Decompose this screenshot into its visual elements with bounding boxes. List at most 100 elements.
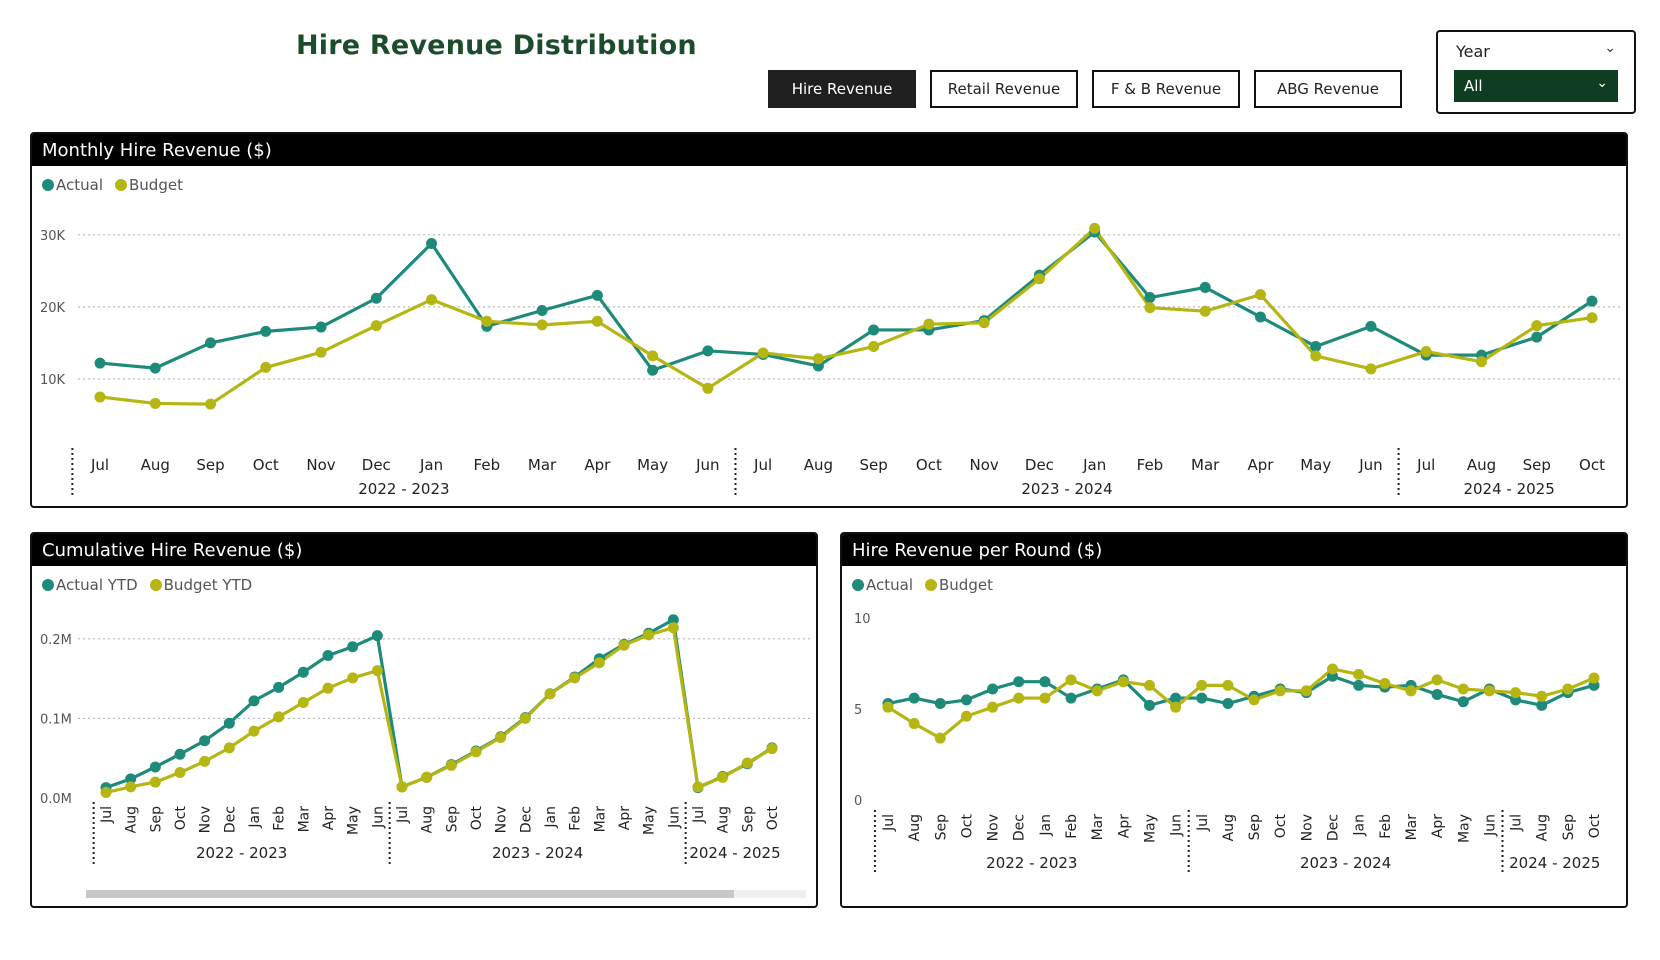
x-tick-label: Sep [148, 806, 164, 833]
data-point [1431, 688, 1443, 700]
x-tick-label: Nov [1299, 814, 1315, 841]
data-point [643, 629, 655, 641]
data-point [260, 361, 272, 373]
x-tick-label: Dec [362, 456, 391, 474]
data-point [315, 346, 327, 358]
year-slicer: Year ⌄ All ⌄ [1436, 30, 1636, 114]
data-point [1586, 295, 1598, 307]
data-point [1536, 690, 1548, 702]
data-point [445, 759, 457, 771]
data-point [1013, 692, 1025, 704]
monthly-hire-revenue-chart: 10K 20K 30K Jul Aug Sep Oct Nov Dec Jan Feb Mar Apr M… [40, 222, 1622, 498]
data-point [667, 622, 679, 634]
data-point [702, 345, 714, 357]
group-label: 2022 - 2023 [358, 480, 449, 498]
data-point [960, 694, 972, 706]
x-tick-label: Oct [469, 806, 485, 831]
data-point [421, 771, 433, 783]
group-label: 2024 - 2025 [1509, 854, 1600, 872]
x-tick-label: Aug [716, 806, 732, 833]
data-point [1091, 685, 1103, 697]
data-point [868, 341, 880, 353]
data-point [371, 630, 383, 642]
x-tick-label: Jan [247, 806, 263, 829]
data-point [692, 781, 704, 793]
data-point [667, 614, 679, 626]
data-point [1431, 674, 1443, 686]
tab-retail-revenue[interactable]: Retail Revenue [930, 70, 1078, 108]
legend-label-actual: Actual [56, 176, 103, 194]
data-point [322, 682, 334, 694]
x-tick-label: Jan [419, 456, 443, 474]
data-point [1144, 302, 1156, 314]
x-tick-label: Jul [395, 806, 411, 824]
chevron-down-icon[interactable]: ⌄ [1604, 40, 1616, 56]
x-tick-label: Aug [1467, 456, 1496, 474]
legend-label-budget: Budget [129, 176, 183, 194]
tab-hire-revenue[interactable]: Hire Revenue [768, 70, 916, 108]
data-point [1365, 320, 1377, 332]
x-tick-label: Nov [494, 806, 510, 833]
year-dropdown[interactable]: All ⌄ [1454, 70, 1618, 102]
data-point [1065, 674, 1077, 686]
data-point [1248, 694, 1260, 706]
x-tick-label: Dec [222, 806, 238, 833]
legend-marker-budget [925, 579, 937, 591]
legend-marker-budget-ytd [149, 579, 162, 591]
y-tick-label: 10 [854, 612, 871, 627]
data-point [1562, 683, 1574, 695]
data-point [987, 701, 999, 713]
data-point [149, 397, 161, 409]
data-point [495, 732, 507, 744]
legend-label-actual-ytd: Actual YTD [56, 576, 138, 594]
x-tick-label: Sep [933, 814, 949, 841]
series-line-budget [99, 226, 1593, 406]
data-point [717, 771, 729, 783]
x-tick-label: Sep [1247, 814, 1263, 841]
data-point [593, 657, 605, 669]
panel-title: Hire Revenue per Round ($) [842, 534, 1626, 566]
data-point [1039, 676, 1051, 688]
data-point [273, 681, 285, 693]
tab-abg-revenue[interactable]: ABG Revenue [1254, 70, 1402, 108]
x-tick-label: Aug [907, 814, 923, 841]
x-tick-label: Jan [1352, 814, 1368, 837]
x-tick-label: Apr [584, 456, 611, 474]
data-point [1586, 312, 1598, 324]
data-point [1199, 281, 1211, 293]
data-point [1327, 663, 1339, 675]
data-point [1117, 676, 1129, 688]
data-point [618, 639, 630, 651]
x-tick-label: Nov [306, 456, 335, 474]
x-tick-label: Feb [474, 456, 501, 474]
x-tick-label: Mar [528, 456, 557, 474]
series-line-budget [887, 667, 1595, 740]
data-point [1254, 289, 1266, 301]
data-point [1143, 679, 1155, 691]
data-point [1379, 678, 1391, 690]
x-tick-label: Dec [1025, 456, 1054, 474]
data-point [322, 650, 334, 662]
horizontal-scrollbar[interactable] [86, 890, 806, 898]
x-tick-label: Aug [1535, 814, 1551, 841]
x-tick-label: Apr [1116, 814, 1132, 838]
chart-legend: Actual Budget [42, 176, 189, 194]
cumulative-hire-revenue-chart: 0.0M 0.1M 0.2M Jul Aug Sep Oct Nov Dec Jan Feb Mar A… [40, 614, 812, 866]
y-tick-label: 30K [40, 229, 66, 244]
data-point [149, 761, 161, 773]
legend-label-budget: Budget [939, 576, 993, 594]
data-point [1065, 692, 1077, 704]
data-point [149, 362, 161, 374]
tab-fb-revenue[interactable]: F & B Revenue [1092, 70, 1240, 108]
monthly-hire-revenue-panel: Monthly Hire Revenue ($) Actual Budget 1… [30, 132, 1628, 508]
x-tick-label: Jul [753, 456, 772, 474]
data-point [1536, 699, 1548, 711]
data-point [1457, 696, 1469, 708]
data-point [199, 735, 211, 747]
data-point [1457, 683, 1469, 695]
x-tick-label: Oct [1579, 456, 1605, 474]
scrollbar-thumb[interactable] [86, 890, 734, 898]
x-tick-label: Feb [568, 806, 584, 831]
legend-marker-budget [115, 179, 127, 191]
chevron-down-icon: ⌄ [1596, 75, 1608, 91]
